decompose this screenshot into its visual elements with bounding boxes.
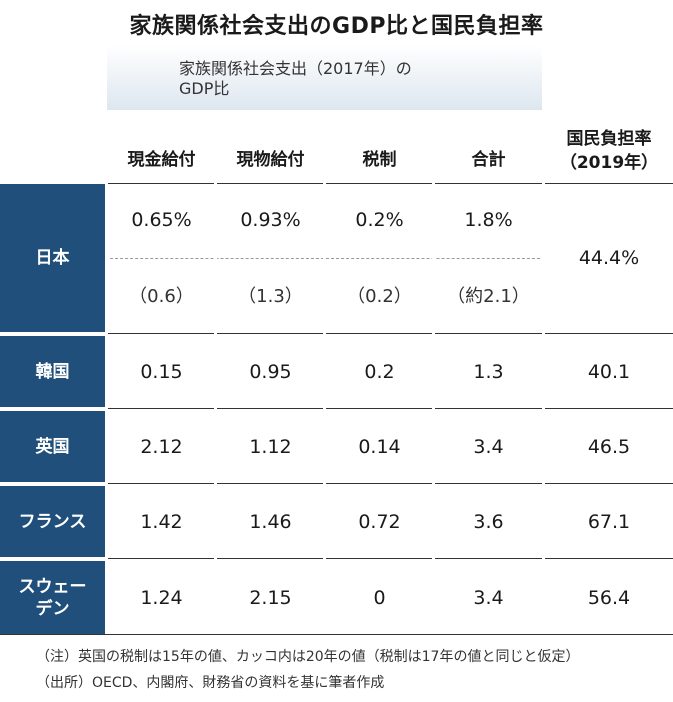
- column-gap: [542, 45, 545, 634]
- row-label-korea: 韓国: [0, 336, 105, 407]
- cell-korea-tax: 0.2: [364, 361, 395, 383]
- row-label-uk: 英国: [0, 411, 105, 482]
- column-gap: [214, 110, 217, 634]
- column-gap: [105, 110, 108, 634]
- cell-sweden-total: 3.4: [473, 587, 504, 609]
- row-divider: [105, 408, 673, 409]
- header-burden: 国民負担率 （2019年）: [545, 118, 673, 184]
- cell-korea-inkind: 0.95: [249, 361, 292, 383]
- cell-uk-cash: 2.12: [140, 436, 183, 458]
- row-divider: [105, 333, 673, 334]
- cell-japan-cash-alt: （0.6）: [129, 286, 194, 307]
- cell-korea-cash: 0.15: [140, 361, 183, 383]
- cell-france-tax: 0.72: [358, 511, 401, 533]
- row-label-france: フランス: [0, 486, 105, 557]
- table-bottom-border: [0, 634, 673, 635]
- cell-uk-burden: 46.5: [587, 436, 631, 458]
- cell-japan-tax: 0.2%: [355, 209, 404, 231]
- row-label-japan: 日本: [0, 184, 105, 332]
- row-label-sweden-line2: デン: [35, 598, 70, 619]
- cell-japan-inkind: 0.93%: [240, 209, 301, 231]
- cell-uk-tax: 0.14: [358, 436, 401, 458]
- cell-france-total: 3.6: [473, 511, 504, 533]
- header-burden-line2: （2019年）: [559, 153, 659, 173]
- row-label-sweden-line1: スウェー: [18, 576, 87, 597]
- row-divider: [105, 483, 673, 484]
- cell-japan-burden: 44.4%: [578, 247, 640, 269]
- header-cash: 現金給付: [127, 149, 196, 170]
- subheader-line2: GDP比: [179, 79, 230, 98]
- cell-uk-inkind: 1.12: [249, 436, 292, 458]
- subheader-band: 家族関係社会支出（2017年）の GDP比: [107, 45, 543, 110]
- subheader-line1: 家族関係社会支出（2017年）の: [179, 59, 412, 78]
- cell-sweden-inkind: 2.15: [249, 587, 292, 609]
- cell-sweden-cash: 1.24: [140, 587, 183, 609]
- cell-france-burden: 67.1: [587, 511, 631, 533]
- footnote-note: （注）英国の税制は15年の値、カッコ内は20年の値（税制は17年の値と同じと仮定…: [36, 649, 580, 665]
- header-inkind: 現物給付: [236, 149, 305, 170]
- cell-france-cash: 1.42: [140, 511, 183, 533]
- cell-japan-tax-alt: （0.2）: [347, 286, 412, 307]
- subheader-text: 家族関係社会支出（2017年）の GDP比: [179, 59, 412, 99]
- row-divider: [105, 558, 673, 559]
- header-burden-line1: 国民負担率: [566, 129, 652, 149]
- column-gap: [323, 110, 326, 634]
- cell-japan-total: 1.8%: [464, 209, 513, 231]
- footnote-source: （出所）OECD、内閣府、財務省の資料を基に筆者作成: [36, 675, 385, 691]
- cell-korea-total: 1.3: [473, 361, 504, 383]
- cell-japan-inkind-alt: （1.3）: [238, 286, 303, 307]
- cell-japan-total-alt: （約2.1）: [447, 286, 530, 307]
- cell-korea-burden: 40.1: [587, 361, 631, 383]
- header-total: 合計: [471, 149, 506, 170]
- column-gap: [432, 110, 435, 634]
- chart-title: 家族関係社会支出のGDP比と国民負担率: [129, 14, 544, 39]
- header-divider-burden: [545, 183, 673, 184]
- cell-uk-total: 3.4: [473, 436, 504, 458]
- cell-japan-cash: 0.65%: [131, 209, 192, 231]
- cell-sweden-tax: 0: [373, 587, 386, 609]
- cell-france-inkind: 1.46: [249, 511, 292, 533]
- header-tax: 税制: [362, 149, 397, 170]
- cell-sweden-burden: 56.4: [587, 587, 631, 609]
- row-label-sweden: スウェー デン: [0, 561, 105, 634]
